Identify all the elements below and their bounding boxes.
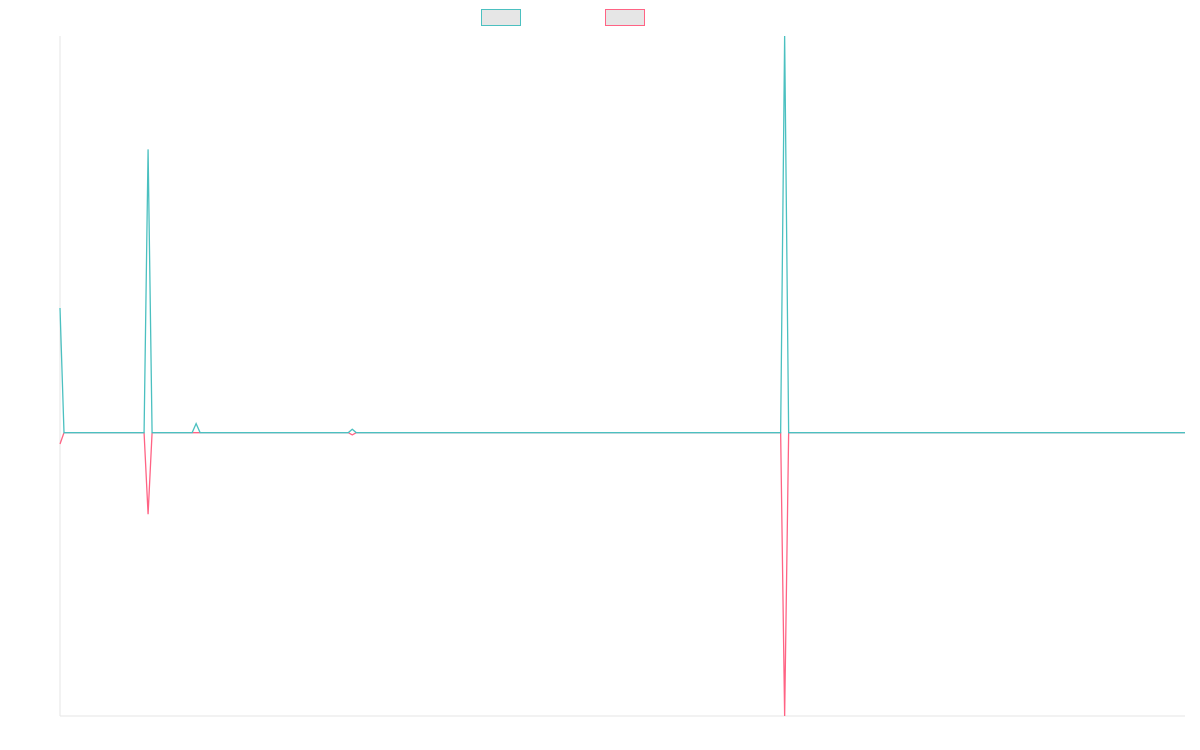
legend-swatch-2 bbox=[605, 9, 645, 26]
series-line-2 bbox=[59, 432, 1185, 717]
plot-area bbox=[59, 35, 1185, 717]
legend bbox=[481, 9, 645, 26]
legend-swatch-1 bbox=[481, 9, 521, 26]
axes bbox=[59, 36, 1185, 717]
series-line-1 bbox=[59, 35, 1185, 434]
